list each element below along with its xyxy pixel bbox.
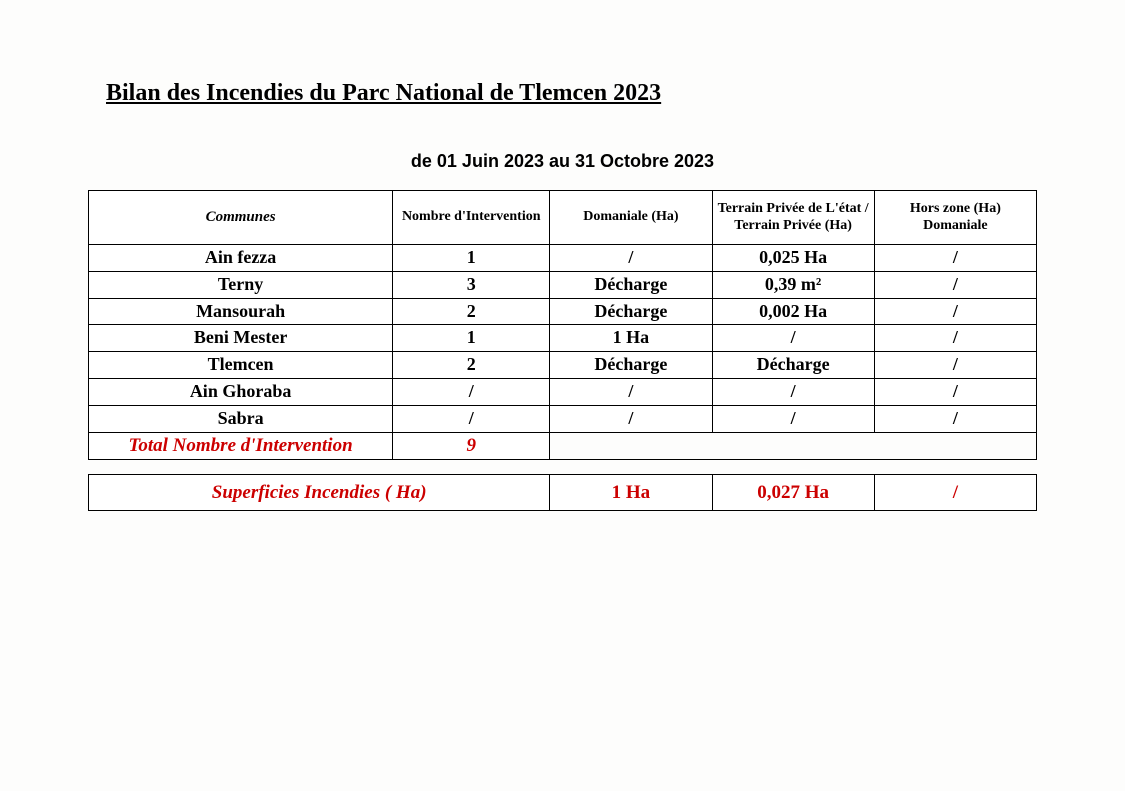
empty-cell <box>550 432 712 460</box>
table-row: Mansourah2Décharge0,002 Ha/ <box>89 298 1037 325</box>
cell-hors: / <box>874 352 1036 379</box>
table-row: Terny3Décharge0,39 m²/ <box>89 271 1037 298</box>
fires-table: Communes Nombre d'Intervention Domaniale… <box>88 190 1037 460</box>
cell-commune: Terny <box>89 271 393 298</box>
cell-nb: 2 <box>393 298 550 325</box>
cell-domaniale: Décharge <box>550 271 712 298</box>
summary-label: Superficies Incendies ( Ha) <box>89 475 550 511</box>
cell-domaniale: Décharge <box>550 352 712 379</box>
col-domaniale: Domaniale (Ha) <box>550 191 712 245</box>
cell-nb: 1 <box>393 325 550 352</box>
cell-prive: 0,025 Ha <box>712 245 874 272</box>
total-label: Total Nombre d'Intervention <box>89 432 393 460</box>
empty-cell <box>874 432 1036 460</box>
cell-prive: 0,002 Ha <box>712 298 874 325</box>
col-nb-intervention: Nombre d'Intervention <box>393 191 550 245</box>
cell-nb: 1 <box>393 245 550 272</box>
cell-hors: / <box>874 298 1036 325</box>
summary-prive: 0,027 Ha <box>712 475 874 511</box>
cell-domaniale: / <box>550 245 712 272</box>
table-row: Beni Mester11 Ha// <box>89 325 1037 352</box>
cell-prive: Décharge <box>712 352 874 379</box>
empty-cell <box>712 432 874 460</box>
cell-commune: Ain Ghoraba <box>89 378 393 405</box>
cell-nb: 3 <box>393 271 550 298</box>
table-body: Ain fezza1/0,025 Ha/Terny3Décharge0,39 m… <box>89 245 1037 460</box>
col-hors-zone: Hors zone (Ha) Domaniale <box>874 191 1036 245</box>
cell-hors: / <box>874 378 1036 405</box>
cell-domaniale: Décharge <box>550 298 712 325</box>
table-row: Ain fezza1/0,025 Ha/ <box>89 245 1037 272</box>
cell-domaniale: 1 Ha <box>550 325 712 352</box>
summary-hors: / <box>874 475 1036 511</box>
table-row: Ain Ghoraba//// <box>89 378 1037 405</box>
cell-nb: 2 <box>393 352 550 379</box>
cell-nb: / <box>393 378 550 405</box>
cell-hors: / <box>874 245 1036 272</box>
summary-row: Superficies Incendies ( Ha) 1 Ha 0,027 H… <box>89 475 1037 511</box>
cell-hors: / <box>874 405 1036 432</box>
cell-hors: / <box>874 325 1036 352</box>
cell-prive: 0,39 m² <box>712 271 874 298</box>
cell-prive: / <box>712 405 874 432</box>
table-row: Tlemcen2DéchargeDécharge/ <box>89 352 1037 379</box>
table-header-row: Communes Nombre d'Intervention Domaniale… <box>89 191 1037 245</box>
cell-domaniale: / <box>550 378 712 405</box>
summary-table: Superficies Incendies ( Ha) 1 Ha 0,027 H… <box>88 474 1037 511</box>
date-range-subtitle: de 01 Juin 2023 au 31 Octobre 2023 <box>88 151 1037 172</box>
cell-prive: / <box>712 325 874 352</box>
total-value: 9 <box>393 432 550 460</box>
cell-commune: Sabra <box>89 405 393 432</box>
cell-commune: Ain fezza <box>89 245 393 272</box>
col-communes: Communes <box>89 191 393 245</box>
cell-commune: Tlemcen <box>89 352 393 379</box>
cell-prive: / <box>712 378 874 405</box>
col-terrain-prive: Terrain Privée de L'état / Terrain Privé… <box>712 191 874 245</box>
cell-commune: Mansourah <box>89 298 393 325</box>
cell-commune: Beni Mester <box>89 325 393 352</box>
total-row: Total Nombre d'Intervention9 <box>89 432 1037 460</box>
cell-nb: / <box>393 405 550 432</box>
summary-domaniale: 1 Ha <box>550 475 712 511</box>
table-row: Sabra//// <box>89 405 1037 432</box>
cell-domaniale: / <box>550 405 712 432</box>
document-title: Bilan des Incendies du Parc National de … <box>106 80 1037 107</box>
cell-hors: / <box>874 271 1036 298</box>
